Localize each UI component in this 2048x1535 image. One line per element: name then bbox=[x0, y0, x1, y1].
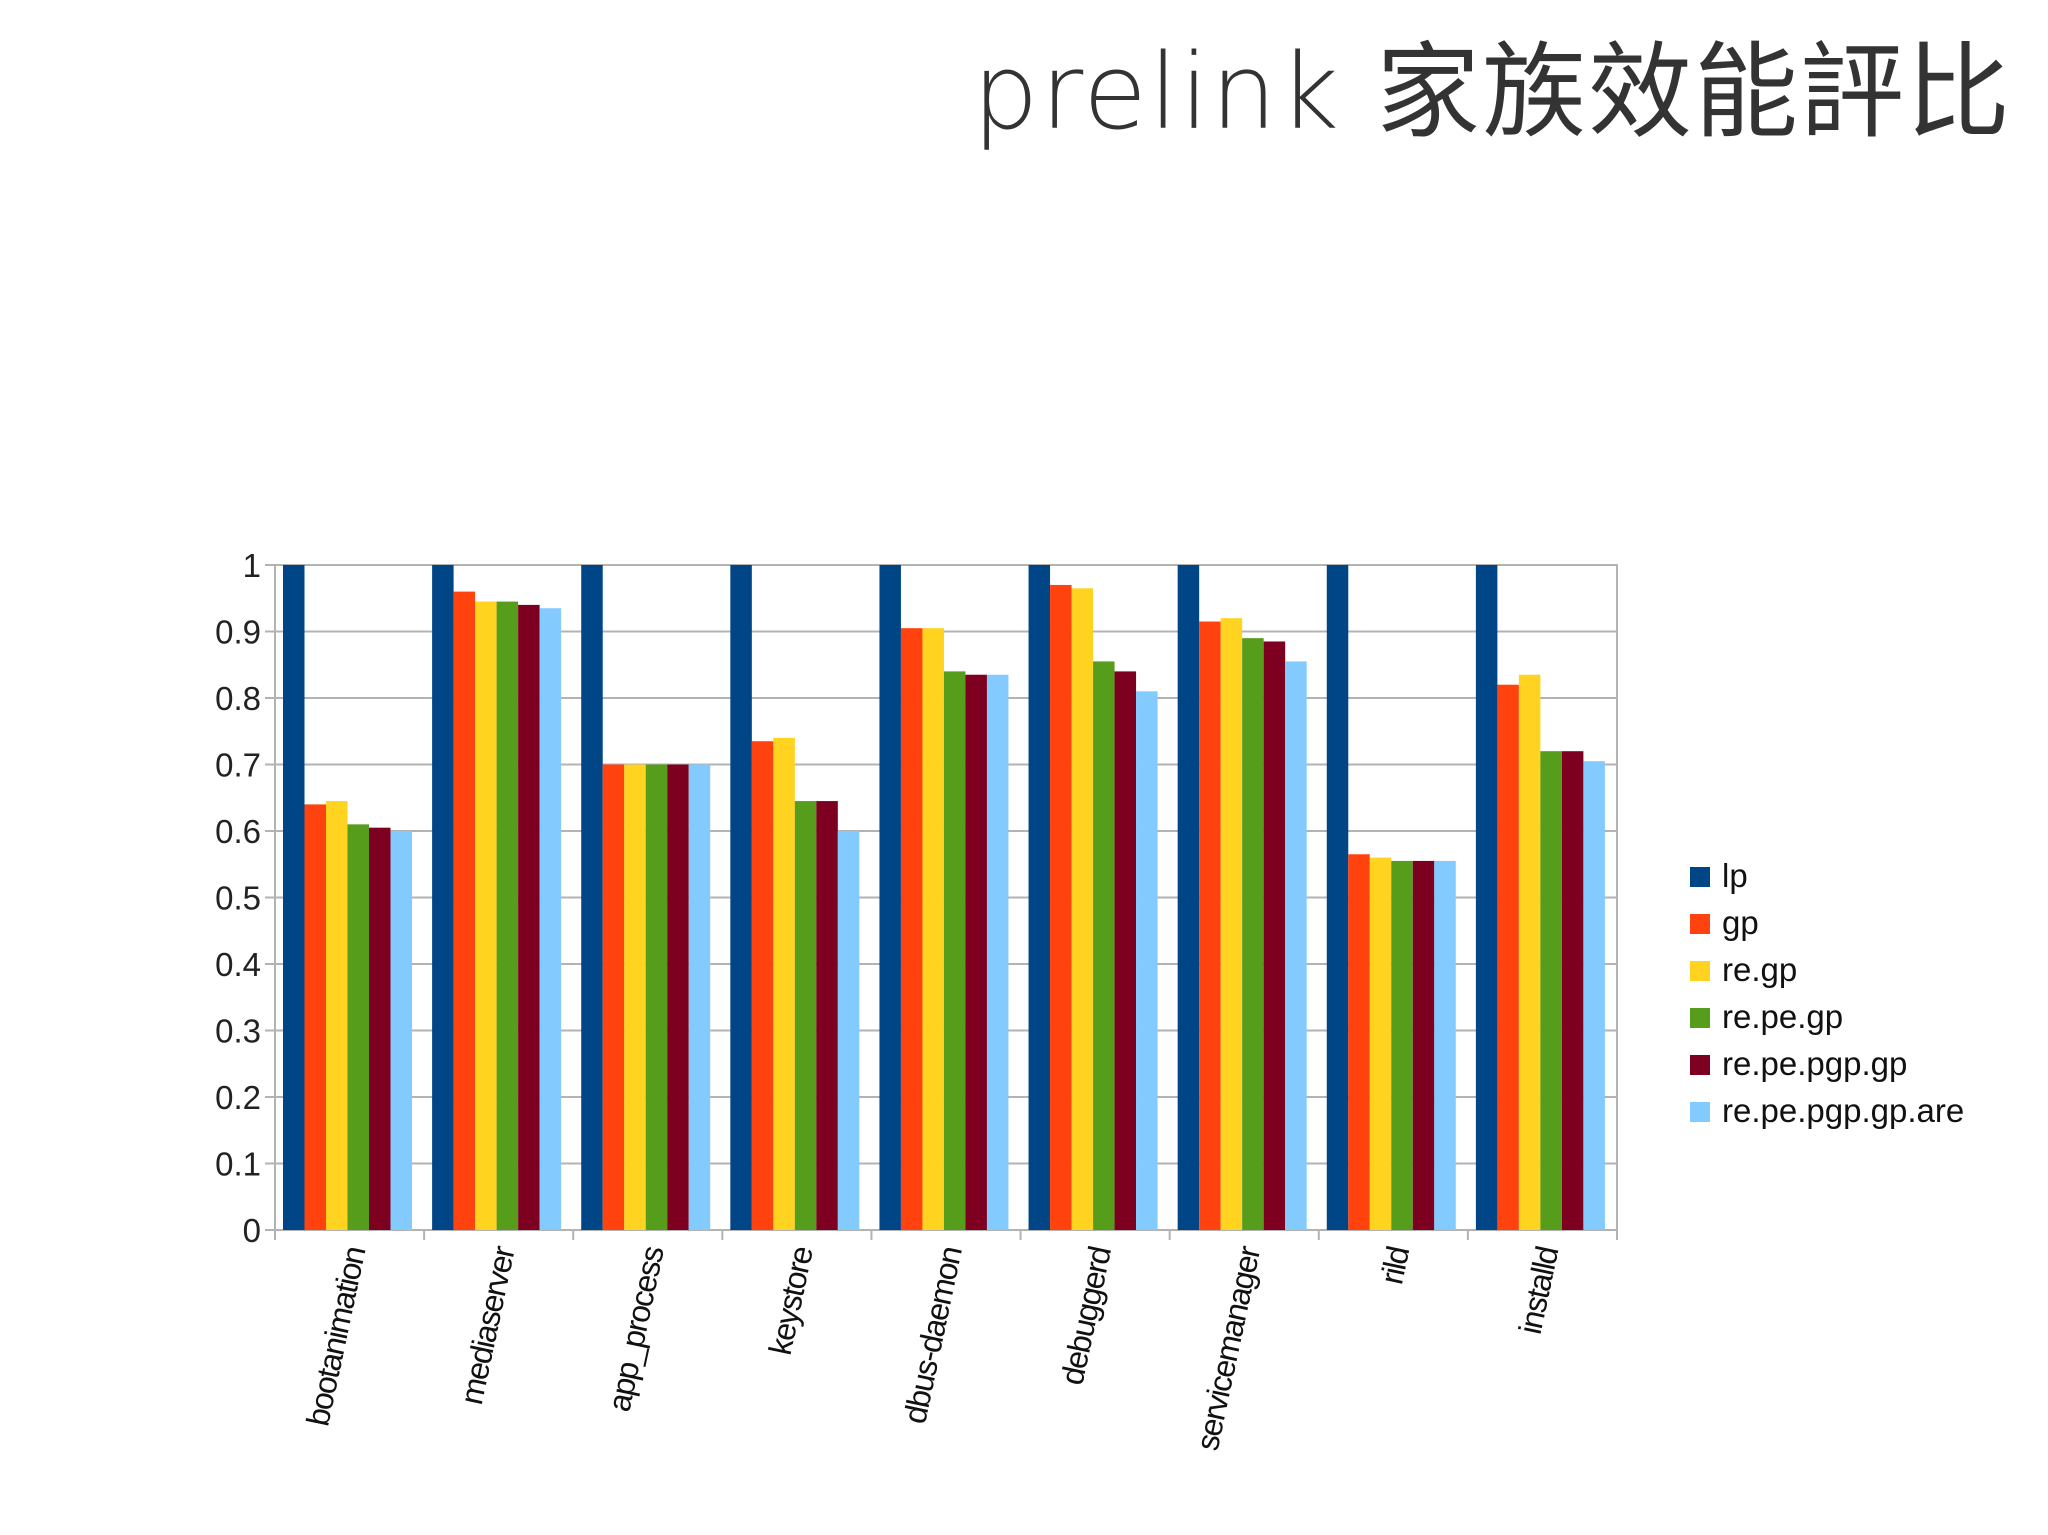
bar-lp-keystore bbox=[730, 565, 752, 1230]
bar-re-pe-pgp-gp-are-dbus-daemon bbox=[986, 674, 1009, 1230]
x-tick-label: keystore bbox=[762, 1243, 820, 1358]
bar-re-pe-gp-dbus-daemon bbox=[943, 671, 966, 1230]
bar-re-pe-pgp-gp-are-app-process bbox=[688, 764, 711, 1230]
bar-re-pe-gp-rild bbox=[1391, 860, 1413, 1230]
bar-re-pe-gp-bootanimation bbox=[347, 824, 369, 1230]
bar-re-pe-pgp-gp-are-debuggerd bbox=[1136, 691, 1158, 1230]
bar-re-pe-pgp-gp-are-installd bbox=[1583, 761, 1605, 1230]
y-tick-label: 0.6 bbox=[215, 813, 261, 850]
y-tick-label: 0.1 bbox=[215, 1146, 261, 1183]
bar-gp-bootanimation bbox=[304, 804, 326, 1230]
legend-label: lp bbox=[1722, 857, 1748, 894]
bar-gp-debuggerd bbox=[1050, 584, 1072, 1230]
bar-re-pe-pgp-gp-are-mediaserver bbox=[539, 608, 562, 1230]
bar-re-pe-gp-keystore bbox=[794, 801, 817, 1230]
bar-re-pe-pgp-gp-keystore bbox=[816, 801, 838, 1230]
bar-re-gp-app-process bbox=[624, 764, 646, 1230]
bar-re-pe-gp-app-process bbox=[645, 764, 668, 1230]
bar-lp-dbus-daemon bbox=[879, 565, 901, 1230]
bar-re-gp-installd bbox=[1518, 674, 1541, 1230]
x-tick-label: servicemanager bbox=[1189, 1242, 1268, 1453]
bar-re-pe-pgp-gp-servicemanager bbox=[1263, 641, 1286, 1230]
legend-swatch bbox=[1690, 867, 1710, 887]
y-tick-label: 0.5 bbox=[215, 880, 261, 917]
bar-re-pe-pgp-gp-are-rild bbox=[1434, 860, 1456, 1230]
y-tick-label: 0.7 bbox=[215, 747, 261, 784]
bar-gp-keystore bbox=[751, 741, 774, 1230]
legend: lp gp re.gp re.pe.gp re.pe.pgp.gp re.pe.pgp.g… bbox=[1690, 857, 1964, 1129]
bar-lp-debuggerd bbox=[1028, 565, 1051, 1230]
bar-re-gp-rild bbox=[1369, 857, 1392, 1230]
bar-gp-servicemanager bbox=[1199, 621, 1221, 1230]
legend-swatch bbox=[1690, 1102, 1710, 1122]
x-tick-label: app_process bbox=[601, 1243, 671, 1414]
bar-gp-dbus-daemon bbox=[900, 628, 923, 1230]
bar-re-pe-gp-debuggerd bbox=[1093, 661, 1115, 1230]
bar-lp-installd bbox=[1475, 565, 1498, 1230]
bar-re-pe-pgp-gp-installd bbox=[1561, 751, 1584, 1230]
legend-swatch bbox=[1690, 914, 1710, 934]
bar-re-pe-gp-mediaserver bbox=[496, 601, 519, 1230]
bar-re-pe-pgp-gp-are-bootanimation bbox=[390, 831, 412, 1230]
legend-swatch bbox=[1690, 961, 1710, 981]
bars bbox=[283, 565, 1605, 1230]
bar-re-pe-pgp-gp-are-keystore bbox=[837, 831, 860, 1230]
bar-gp-app-process bbox=[602, 764, 625, 1230]
legend-label: re.gp bbox=[1722, 951, 1797, 988]
y-tick-label: 1 bbox=[243, 547, 261, 584]
bar-re-gp-dbus-daemon bbox=[922, 628, 944, 1230]
bar-re-gp-keystore bbox=[773, 737, 795, 1230]
x-tick-label: mediaserver bbox=[453, 1242, 522, 1407]
y-tick-label: 0.9 bbox=[215, 614, 261, 651]
x-tick-label: debuggerd bbox=[1054, 1244, 1118, 1388]
bar-re-pe-pgp-gp-are-servicemanager bbox=[1285, 661, 1307, 1230]
legend-label: gp bbox=[1722, 904, 1759, 941]
y-tick-labels: 0 0.1 0.2 0.3 0.4 0.5 0.6 0.7 0.8 0.9 1 bbox=[215, 547, 261, 1249]
y-tick-label: 0.4 bbox=[215, 946, 261, 983]
bar-gp-mediaserver bbox=[453, 591, 476, 1230]
bar-gp-rild bbox=[1348, 854, 1370, 1230]
bar-re-pe-pgp-gp-bootanimation bbox=[369, 827, 391, 1230]
bar-lp-servicemanager bbox=[1177, 565, 1200, 1230]
bar-lp-rild bbox=[1326, 565, 1349, 1230]
y-tick-label: 0.2 bbox=[215, 1079, 261, 1116]
slide-title: prelink 家族效能評比 bbox=[972, 31, 2012, 153]
bar-re-pe-pgp-gp-app-process bbox=[667, 764, 689, 1230]
bar-re-pe-gp-servicemanager bbox=[1242, 638, 1264, 1230]
legend-label: re.pe.pgp.gp.are bbox=[1722, 1092, 1964, 1129]
legend-label: re.pe.gp bbox=[1722, 998, 1843, 1035]
x-tick-label: installd bbox=[1512, 1244, 1565, 1337]
x-tick-labels: bootanimation mediaserver app_process keyst… bbox=[299, 1242, 1565, 1453]
bar-re-pe-gp-installd bbox=[1540, 751, 1562, 1230]
legend-label: re.pe.pgp.gp bbox=[1722, 1045, 1907, 1082]
y-tick-label: 0.8 bbox=[215, 680, 261, 717]
bar-lp-bootanimation bbox=[283, 565, 305, 1230]
bar-lp-app-process bbox=[581, 565, 603, 1230]
x-tick-label: bootanimation bbox=[299, 1244, 372, 1429]
y-tick-label: 0.3 bbox=[215, 1013, 261, 1050]
x-tick-label: dbus-daemon bbox=[896, 1244, 968, 1427]
x-tick-label: rild bbox=[1373, 1244, 1416, 1287]
bar-re-pe-pgp-gp-dbus-daemon bbox=[965, 674, 987, 1230]
bar-lp-mediaserver bbox=[432, 565, 454, 1230]
bar-re-gp-debuggerd bbox=[1071, 588, 1094, 1230]
bar-gp-installd bbox=[1497, 684, 1519, 1230]
bar-re-gp-mediaserver bbox=[475, 601, 497, 1230]
legend-swatch bbox=[1690, 1055, 1710, 1075]
bar-re-pe-pgp-gp-rild bbox=[1412, 860, 1435, 1230]
bar-re-pe-pgp-gp-mediaserver bbox=[518, 604, 540, 1230]
axes bbox=[265, 564, 1618, 1240]
bar-re-gp-servicemanager bbox=[1220, 618, 1243, 1230]
legend-swatch bbox=[1690, 1008, 1710, 1028]
bar-re-pe-pgp-gp-debuggerd bbox=[1114, 671, 1137, 1230]
bar-re-gp-bootanimation bbox=[326, 801, 348, 1230]
y-tick-label: 0 bbox=[243, 1212, 261, 1249]
